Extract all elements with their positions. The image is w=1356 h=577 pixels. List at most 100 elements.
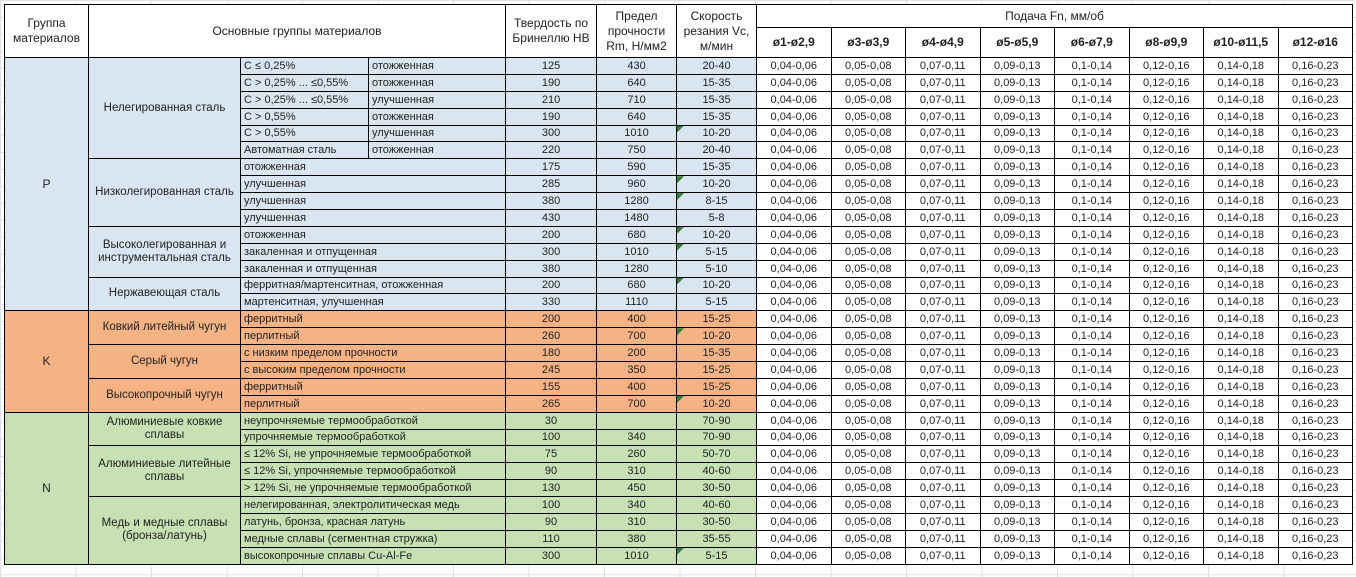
cell-feed-value[interactable]: 0,05-0,08 <box>830 445 907 464</box>
cell-strength-rm[interactable]: 430 <box>596 57 678 75</box>
cell-feed-value[interactable]: 0,14-0,18 <box>1203 293 1279 312</box>
cell-strength-rm[interactable]: 340 <box>596 428 678 447</box>
cell-feed-value[interactable]: 0,14-0,18 <box>1203 344 1279 363</box>
cell-feed-value[interactable]: 0,16-0,23 <box>1277 141 1354 160</box>
cell-material-desc-part1[interactable]: C ≤ 0,25% <box>240 57 369 75</box>
cell-feed-value[interactable]: 0,09-0,13 <box>979 445 1056 464</box>
cell-feed-value[interactable]: 0,14-0,18 <box>1203 327 1279 346</box>
cell-hardness-hb[interactable]: 100 <box>505 496 598 515</box>
cell-feed-value[interactable]: 0,12-0,16 <box>1128 529 1205 548</box>
cell-feed-value[interactable]: 0,1-0,14 <box>1054 529 1130 548</box>
cell-feed-value[interactable]: 0,07-0,11 <box>905 529 981 548</box>
cell-subgroup-name[interactable]: Ковкий литейный чугун <box>88 310 241 346</box>
cell-hardness-hb[interactable]: 300 <box>505 124 598 143</box>
cell-feed-value[interactable]: 0,16-0,23 <box>1277 209 1354 227</box>
cell-feed-value[interactable]: 0,09-0,13 <box>979 462 1056 481</box>
header-tensile-strength[interactable]: Предел прочности Rm, Н/мм2 <box>596 4 678 58</box>
cell-feed-value[interactable]: 0,14-0,18 <box>1203 462 1279 481</box>
cell-cutting-speed-vc[interactable]: 15-35 <box>676 158 758 177</box>
cell-feed-value[interactable]: 0,04-0,06 <box>756 496 832 515</box>
cell-cutting-speed-vc[interactable]: 5-15 <box>676 546 758 565</box>
cell-group-code[interactable]: P <box>4 56 89 312</box>
cell-feed-value[interactable]: 0,16-0,23 <box>1277 158 1354 177</box>
cell-feed-value[interactable]: 0,09-0,13 <box>979 361 1056 379</box>
cell-strength-rm[interactable]: 1010 <box>596 546 678 565</box>
header-feed-diameter[interactable]: ø5-ø5,9 <box>979 27 1056 58</box>
cell-material-desc[interactable]: медные сплавы (сегментная стружка) <box>239 529 507 548</box>
cell-feed-value[interactable]: 0,16-0,23 <box>1277 57 1354 75</box>
cell-feed-value[interactable]: 0,12-0,16 <box>1128 513 1205 531</box>
cell-feed-value[interactable]: 0,05-0,08 <box>830 107 907 126</box>
cell-feed-value[interactable]: 0,09-0,13 <box>979 411 1056 430</box>
cell-feed-value[interactable]: 0,04-0,06 <box>756 529 832 548</box>
cell-cutting-speed-vc[interactable]: 50-70 <box>676 445 758 464</box>
cell-hardness-hb[interactable]: 180 <box>505 344 598 363</box>
cell-cutting-speed-vc[interactable]: 10-20 <box>676 175 758 194</box>
cell-strength-rm[interactable]: 1010 <box>596 242 678 261</box>
cell-hardness-hb[interactable]: 190 <box>505 107 598 126</box>
cell-feed-value[interactable]: 0,14-0,18 <box>1203 529 1279 548</box>
cell-feed-value[interactable]: 0,07-0,11 <box>905 192 981 211</box>
cell-material-desc-part2[interactable]: улучшенная <box>367 90 507 109</box>
header-feed-title[interactable]: Подача Fn, мм/об <box>756 4 1354 28</box>
cell-cutting-speed-vc[interactable]: 30-50 <box>676 513 758 531</box>
cell-feed-value[interactable]: 0,05-0,08 <box>830 276 907 295</box>
cell-feed-value[interactable]: 0,12-0,16 <box>1128 377 1205 396</box>
header-feed-diameter[interactable]: ø10-ø11,5 <box>1203 27 1279 58</box>
cell-material-desc-part2[interactable]: отожженная <box>367 141 507 160</box>
cell-feed-value[interactable]: 0,14-0,18 <box>1203 377 1279 396</box>
cell-feed-value[interactable]: 0,05-0,08 <box>830 344 907 363</box>
cell-feed-value[interactable]: 0,16-0,23 <box>1277 259 1354 278</box>
cell-material-desc[interactable]: перлитный <box>239 394 507 413</box>
cell-feed-value[interactable]: 0,07-0,11 <box>905 124 981 143</box>
cell-strength-rm[interactable]: 200 <box>596 344 678 363</box>
cell-strength-rm[interactable]: 340 <box>596 496 678 515</box>
cell-strength-rm[interactable]: 700 <box>596 327 678 346</box>
cell-feed-value[interactable]: 0,12-0,16 <box>1128 90 1205 109</box>
cell-feed-value[interactable]: 0,12-0,16 <box>1128 361 1205 379</box>
cell-feed-value[interactable]: 0,16-0,23 <box>1277 192 1354 211</box>
cell-material-desc[interactable]: ферритный <box>239 377 507 396</box>
cell-feed-value[interactable]: 0,12-0,16 <box>1128 107 1205 126</box>
cell-feed-value[interactable]: 0,05-0,08 <box>830 293 907 312</box>
cell-feed-value[interactable]: 0,1-0,14 <box>1054 242 1130 261</box>
header-feed-diameter[interactable]: ø4-ø4,9 <box>905 27 981 58</box>
cell-hardness-hb[interactable]: 260 <box>505 327 598 346</box>
cell-subgroup-name[interactable]: Медь и медные сплавы (бронза/латунь) <box>88 496 241 565</box>
cell-material-desc[interactable]: ≤ 12% Si, не упрочняемые термообработкой <box>239 445 507 464</box>
cell-material-desc[interactable]: неупрочняемые термообработкой <box>239 411 507 430</box>
cell-feed-value[interactable]: 0,12-0,16 <box>1128 344 1205 363</box>
cell-feed-value[interactable]: 0,16-0,23 <box>1277 377 1354 396</box>
cell-strength-rm[interactable]: 710 <box>596 90 678 109</box>
cell-hardness-hb[interactable]: 75 <box>505 445 598 464</box>
cell-feed-value[interactable]: 0,1-0,14 <box>1054 361 1130 379</box>
cell-strength-rm[interactable]: 590 <box>596 158 678 177</box>
cell-feed-value[interactable]: 0,05-0,08 <box>830 90 907 109</box>
cell-feed-value[interactable]: 0,12-0,16 <box>1128 310 1205 329</box>
cell-material-desc[interactable]: ≤ 12% Si, упрочняемые термообработкой <box>239 462 507 481</box>
cell-hardness-hb[interactable]: 265 <box>505 394 598 413</box>
cell-feed-value[interactable]: 0,07-0,11 <box>905 242 981 261</box>
cell-cutting-speed-vc[interactable]: 15-35 <box>676 73 758 92</box>
cell-group-code[interactable]: K <box>4 310 89 413</box>
cell-material-desc[interactable]: мартенситная, улучшенная <box>239 293 507 312</box>
cell-hardness-hb[interactable]: 200 <box>505 310 598 329</box>
cell-feed-value[interactable]: 0,04-0,06 <box>756 107 832 126</box>
cell-feed-value[interactable]: 0,16-0,23 <box>1277 175 1354 194</box>
cell-strength-rm[interactable]: 310 <box>596 513 678 531</box>
cell-feed-value[interactable]: 0,07-0,11 <box>905 546 981 565</box>
cell-feed-value[interactable]: 0,09-0,13 <box>979 107 1056 126</box>
cell-feed-value[interactable]: 0,04-0,06 <box>756 361 832 379</box>
cell-hardness-hb[interactable]: 90 <box>505 462 598 481</box>
cell-feed-value[interactable]: 0,07-0,11 <box>905 158 981 177</box>
cell-cutting-speed-vc[interactable]: 35-55 <box>676 529 758 548</box>
cell-strength-rm[interactable]: 380 <box>596 529 678 548</box>
cell-feed-value[interactable]: 0,05-0,08 <box>830 394 907 413</box>
cell-feed-value[interactable]: 0,16-0,23 <box>1277 513 1354 531</box>
cell-feed-value[interactable]: 0,07-0,11 <box>905 361 981 379</box>
header-feed-diameter[interactable]: ø8-ø9,9 <box>1128 27 1205 58</box>
cell-feed-value[interactable]: 0,12-0,16 <box>1128 175 1205 194</box>
cell-cutting-speed-vc[interactable]: 5-8 <box>676 209 758 227</box>
cell-strength-rm[interactable]: 350 <box>596 361 678 379</box>
cell-subgroup-name[interactable]: Серый чугун <box>88 344 241 379</box>
